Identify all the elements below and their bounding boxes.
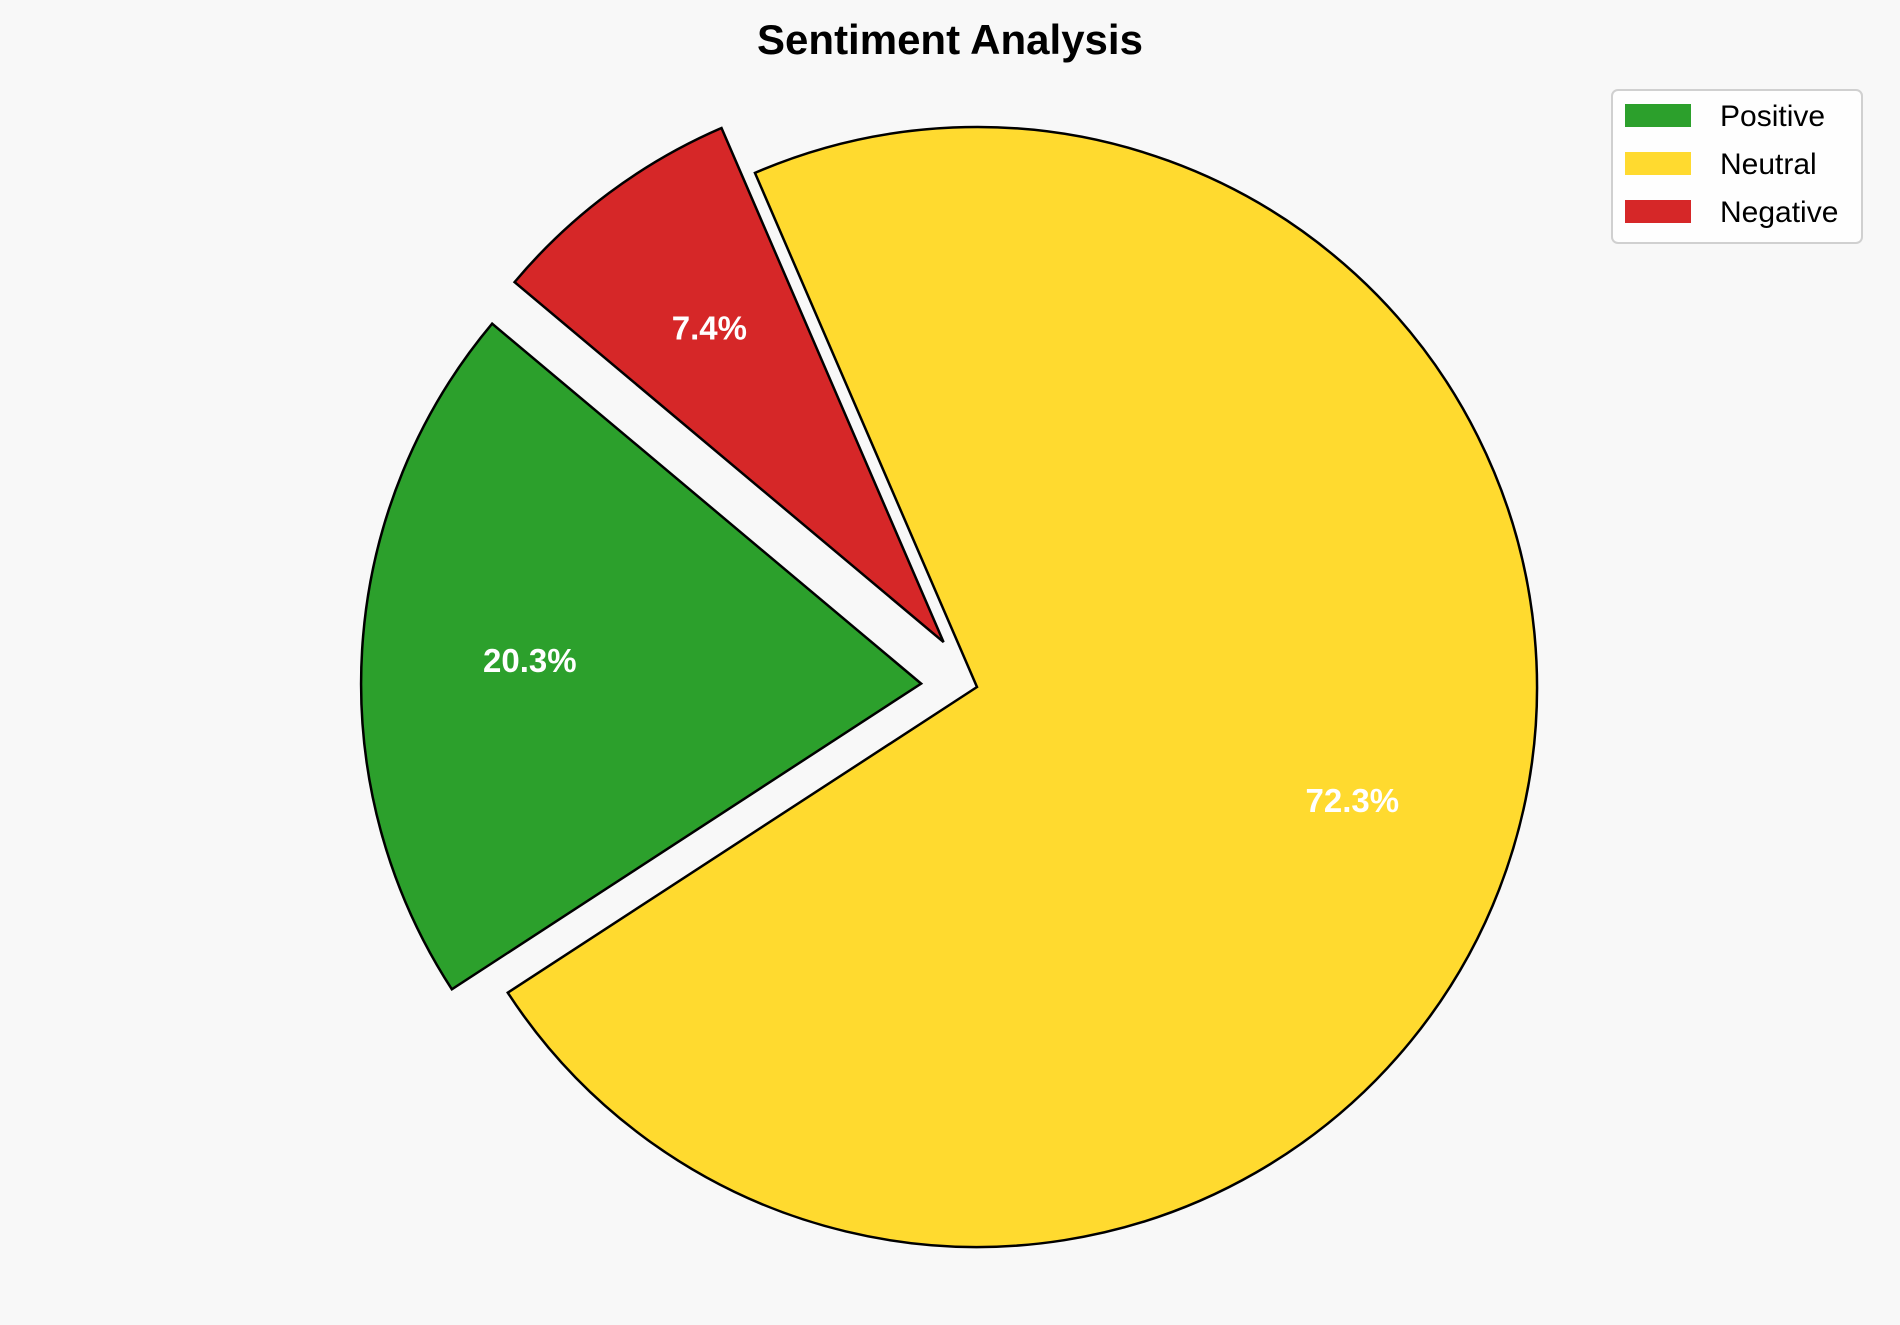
- legend-swatch-negative: [1625, 200, 1691, 223]
- pie-slice-positive: [359, 321, 924, 992]
- legend-label-neutral: Neutral: [1720, 148, 1817, 181]
- pie-slices: 20.3% 72.3% 7.4%: [359, 125, 1539, 1249]
- chart-title: Sentiment Analysis: [757, 16, 1143, 63]
- pie-slice-neutral: [506, 125, 1539, 1249]
- slice-label-positive: 20.3%: [483, 642, 577, 679]
- pie-slice-negative: [512, 126, 945, 644]
- slice-label-neutral: 72.3%: [1306, 782, 1400, 819]
- legend-label-negative: Negative: [1720, 196, 1838, 229]
- slice-label-negative: 7.4%: [672, 310, 747, 347]
- legend-label-positive: Positive: [1720, 100, 1825, 133]
- legend-swatch-positive: [1625, 104, 1691, 127]
- legend: Positive Neutral Negative: [1611, 89, 1863, 244]
- legend-swatch-neutral: [1625, 152, 1691, 175]
